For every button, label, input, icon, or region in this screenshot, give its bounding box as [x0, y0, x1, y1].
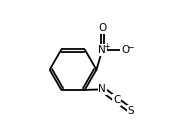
Text: N: N	[98, 84, 106, 94]
Text: C: C	[113, 95, 120, 105]
Text: S: S	[128, 106, 134, 116]
Text: +: +	[103, 42, 110, 51]
Text: O: O	[121, 45, 129, 55]
Text: O: O	[98, 23, 106, 33]
Text: −: −	[128, 43, 134, 52]
Text: N: N	[98, 45, 106, 55]
